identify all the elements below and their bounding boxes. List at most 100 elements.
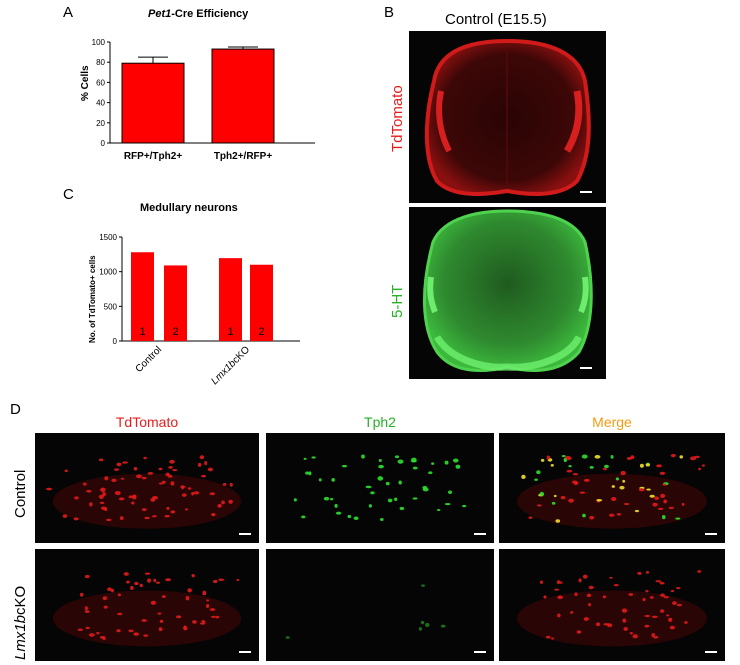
panel-letter-a: A — [63, 4, 74, 21]
cell — [571, 480, 578, 484]
cell — [690, 456, 697, 461]
cell — [652, 502, 658, 507]
cell — [540, 458, 545, 462]
group-label-lmx1bcko: Lmx1bcKO — [209, 344, 252, 387]
cell — [116, 629, 121, 633]
bar-label: 1 — [139, 326, 145, 338]
cell — [144, 572, 151, 575]
cell — [568, 498, 574, 503]
cell — [191, 573, 195, 578]
cell — [561, 455, 566, 458]
cell — [100, 487, 106, 493]
cell — [152, 515, 157, 518]
cell — [576, 630, 582, 634]
cell — [645, 570, 650, 574]
cell — [684, 621, 688, 624]
cell — [104, 476, 109, 481]
cell — [651, 633, 656, 638]
cell — [311, 456, 316, 459]
cell — [135, 474, 142, 479]
cell — [602, 467, 608, 471]
panel-b-5ht-image — [409, 207, 606, 379]
cell — [610, 454, 614, 459]
cell — [213, 579, 218, 584]
cell — [660, 593, 666, 597]
cell — [207, 467, 213, 472]
cell — [611, 485, 615, 488]
cell — [679, 455, 683, 459]
y-tick-label: 0 — [101, 139, 106, 148]
cell — [105, 518, 112, 522]
cell — [143, 456, 147, 460]
cell — [305, 471, 310, 475]
cell — [130, 585, 134, 590]
cell — [589, 515, 595, 520]
cell — [701, 464, 705, 467]
cell — [662, 483, 667, 486]
cell — [205, 603, 210, 609]
cell — [655, 580, 662, 583]
cell — [539, 491, 545, 496]
cell — [347, 514, 352, 519]
panel-a-chart: 0 20 40 60 80 100 RFP+/Tph2+ Tph2+/RFP+ — [92, 38, 315, 162]
cell — [385, 481, 390, 486]
cell — [128, 629, 134, 633]
cell — [128, 495, 133, 499]
panel-d-scale-bar — [705, 533, 717, 535]
cell — [164, 514, 170, 518]
cell — [660, 609, 665, 613]
cell — [96, 631, 100, 635]
panel-d-scale-bar — [239, 651, 251, 653]
cell — [697, 570, 702, 573]
cell — [410, 459, 417, 463]
cell — [199, 622, 206, 625]
cell — [596, 498, 603, 502]
cell — [566, 469, 573, 473]
y-tick-label: 60 — [96, 78, 105, 87]
cell — [412, 466, 418, 470]
y-tick-label: 1000 — [100, 268, 118, 277]
cell — [670, 589, 675, 593]
cell — [329, 497, 334, 501]
cell — [663, 595, 669, 599]
cell — [176, 615, 182, 619]
bar-label: 1 — [227, 326, 233, 338]
x-tick-label: Tph2+/RFP+ — [214, 151, 273, 162]
cell — [167, 474, 173, 478]
cell — [361, 454, 365, 459]
cell — [672, 601, 677, 605]
cell — [551, 501, 556, 505]
panel-d-scale-bar — [705, 651, 717, 653]
cell — [331, 477, 335, 482]
cell — [132, 495, 137, 500]
cell — [572, 472, 579, 476]
cell — [622, 618, 627, 623]
cell — [644, 624, 650, 628]
panel-letter-b: B — [384, 4, 395, 21]
cell — [168, 465, 173, 469]
panel-b-tdtomato-image — [409, 31, 606, 203]
cell — [675, 517, 681, 520]
cell — [632, 634, 638, 639]
y-tick-label: 40 — [96, 99, 105, 108]
cell — [546, 455, 551, 460]
cell — [228, 499, 233, 504]
cell — [308, 471, 312, 476]
cell — [440, 624, 446, 628]
cell — [455, 464, 461, 469]
cell — [323, 496, 330, 501]
cell — [399, 506, 405, 511]
cell — [147, 578, 152, 583]
cell — [616, 513, 622, 516]
cell — [620, 470, 626, 476]
cell — [550, 464, 554, 467]
cell — [574, 592, 578, 597]
cell — [159, 619, 164, 623]
cell — [377, 476, 384, 481]
tissue-haze — [52, 590, 242, 647]
bar — [211, 48, 275, 144]
cell — [556, 580, 561, 585]
cell — [161, 595, 166, 598]
cell — [594, 454, 601, 459]
cell — [645, 589, 649, 593]
